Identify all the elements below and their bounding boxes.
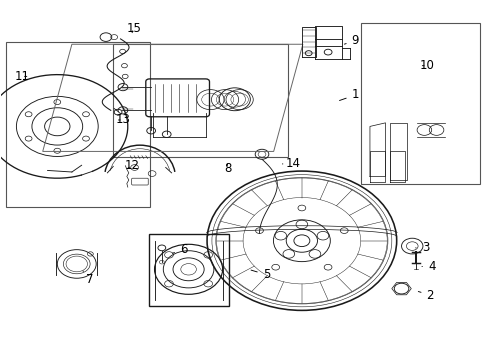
Text: 5: 5 (250, 268, 269, 281)
Text: 6: 6 (172, 243, 187, 256)
Text: 14: 14 (282, 157, 300, 170)
Text: 10: 10 (419, 59, 433, 72)
Text: 15: 15 (126, 22, 141, 35)
Text: 11: 11 (14, 70, 29, 83)
Text: 4: 4 (421, 260, 434, 273)
Text: 8: 8 (224, 162, 231, 175)
Text: 13: 13 (115, 113, 130, 126)
Text: 3: 3 (415, 241, 428, 255)
Text: 7: 7 (83, 271, 93, 286)
Text: 9: 9 (344, 34, 358, 47)
Bar (148, 234, 228, 306)
Bar (6, 42, 149, 207)
Text: 2: 2 (417, 288, 433, 302)
Text: 1: 1 (339, 89, 358, 102)
Bar (361, 23, 479, 184)
Text: 12: 12 (124, 159, 139, 172)
